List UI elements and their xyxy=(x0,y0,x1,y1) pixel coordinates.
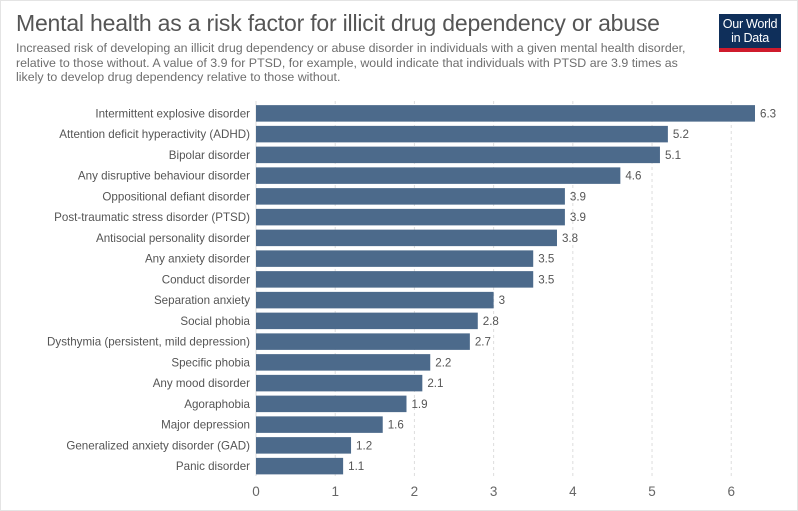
value-label: 2.1 xyxy=(427,377,443,390)
value-label: 5.2 xyxy=(673,128,689,141)
category-label: Oppositional defiant disorder xyxy=(102,190,250,203)
value-label: 3.8 xyxy=(562,232,578,245)
category-label: Specific phobia xyxy=(171,356,250,369)
bar[interactable] xyxy=(256,374,423,392)
grid-lines xyxy=(255,101,732,476)
bar[interactable] xyxy=(256,208,565,226)
category-label: Bipolar disorder xyxy=(169,149,250,162)
bar[interactable] xyxy=(256,437,352,454)
category-label: Panic disorder xyxy=(176,460,250,473)
chart-title: Mental health as a risk factor for illic… xyxy=(16,10,660,36)
category-label: Antisocial personality disorder xyxy=(96,232,250,245)
bar[interactable] xyxy=(256,229,557,247)
bar[interactable] xyxy=(256,416,383,433)
x-tick-label: 2 xyxy=(411,484,419,499)
category-label: Agoraphobia xyxy=(184,398,250,411)
value-label: 6.3 xyxy=(760,107,776,120)
category-label: Dysthymia (persistent, mild depression) xyxy=(47,336,250,349)
value-label: 3.5 xyxy=(538,273,554,286)
value-label: 2.2 xyxy=(435,356,451,369)
x-axis-ticks: 0 1 2 3 4 5 6 xyxy=(252,484,735,499)
bar[interactable] xyxy=(256,188,565,205)
x-tick-label: 0 xyxy=(252,484,260,499)
category-label: Attention deficit hyperactivity (ADHD) xyxy=(59,128,250,141)
category-label: Any disruptive behaviour disorder xyxy=(78,170,250,183)
bar[interactable] xyxy=(256,457,344,475)
bar[interactable] xyxy=(256,354,431,371)
value-label: 5.1 xyxy=(665,149,681,162)
x-tick-label: 5 xyxy=(648,484,656,499)
bar[interactable] xyxy=(256,167,621,184)
value-label: 1.6 xyxy=(388,419,404,432)
bar[interactable] xyxy=(256,333,470,350)
value-label: 1.2 xyxy=(356,439,372,452)
bar[interactable] xyxy=(256,105,755,122)
category-label: Generalized anxiety disorder (GAD) xyxy=(66,439,250,452)
x-tick-label: 4 xyxy=(569,484,577,499)
logo-line-2: in Data xyxy=(731,30,769,45)
x-tick-label: 6 xyxy=(727,484,735,499)
value-label: 3.9 xyxy=(570,211,586,224)
bars xyxy=(256,105,755,475)
category-label: Conduct disorder xyxy=(162,273,250,286)
bar[interactable] xyxy=(256,146,660,164)
value-labels: 6.3 5.2 5.1 4.6 3.9 3.9 3.8 3.5 3.5 32.8 2.7 2.2 2.1… xyxy=(348,107,776,473)
category-label: Any mood disorder xyxy=(153,377,250,390)
value-label: 3.9 xyxy=(570,190,586,203)
category-label: Social phobia xyxy=(180,315,250,328)
value-label: 1.1 xyxy=(348,460,364,473)
category-labels: Intermittent explosive disorder Attention… xyxy=(47,107,251,473)
value-label: 1.9 xyxy=(411,398,427,411)
value-label: 4.6 xyxy=(625,170,641,183)
category-label: Any anxiety disorder xyxy=(145,253,250,266)
value-label: 3.5 xyxy=(538,253,554,266)
bar[interactable] xyxy=(256,271,534,288)
category-label: Post-traumatic stress disorder (PTSD) xyxy=(54,211,250,224)
value-label: 3 xyxy=(499,294,505,307)
owid-logo[interactable]: Our World in Data xyxy=(719,14,781,52)
bar[interactable] xyxy=(256,395,407,413)
bar[interactable] xyxy=(256,312,478,330)
bar[interactable] xyxy=(256,291,494,309)
x-tick-label: 1 xyxy=(331,484,339,499)
value-label: 2.8 xyxy=(483,315,499,328)
category-label: Major depression xyxy=(161,419,250,432)
category-label: Intermittent explosive disorder xyxy=(95,107,250,120)
bar[interactable] xyxy=(256,250,534,267)
chart-subtitle: Increased risk of developing an illicit … xyxy=(16,41,686,85)
category-label: Separation anxiety xyxy=(154,294,250,307)
logo-line-1: Our World xyxy=(722,17,778,31)
bar[interactable] xyxy=(256,125,668,143)
x-tick-label: 3 xyxy=(490,484,498,499)
value-label: 2.7 xyxy=(475,336,491,349)
